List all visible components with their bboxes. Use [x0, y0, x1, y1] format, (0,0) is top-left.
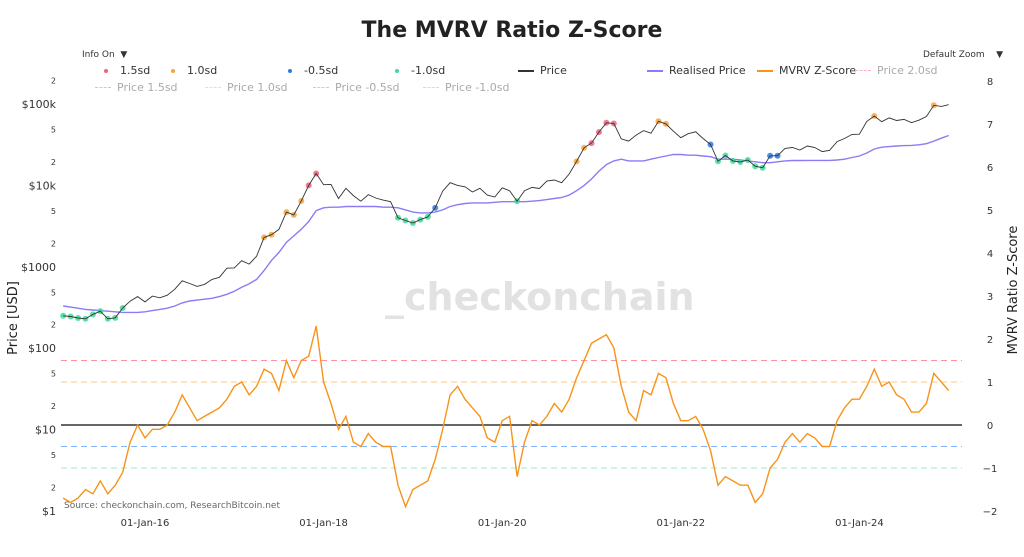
legend-item-mvrv-z-score[interactable]: MVRV Z-Score	[757, 64, 856, 77]
info-toggle-label: Info On	[82, 50, 115, 60]
right-tick-label: 7	[987, 120, 993, 131]
chart-title: The MVRV Ratio Z-Score	[361, 18, 663, 43]
left-tick-label: 2	[51, 321, 56, 330]
right-tick-label: 5	[987, 206, 993, 217]
right-tick-label: 8	[987, 77, 993, 88]
legend-swatch	[288, 68, 292, 73]
chevron-down-icon: ▼	[120, 50, 128, 60]
right-axis-title: MVRV Ratio Z-Score	[1006, 226, 1021, 355]
x-tick-label: 01-Jan-24	[835, 518, 884, 529]
legend-swatch	[171, 68, 175, 73]
mvrv-zscore-line	[62, 325, 950, 509]
left-tick-label: 2	[51, 402, 56, 411]
x-tick-label: 01-Jan-18	[299, 518, 348, 529]
legend-item-price-1-0sd[interactable]: Price 1.0sd	[205, 81, 288, 94]
left-axis-title: Price [USD]	[6, 281, 21, 355]
legend-label: Price -0.5sd	[335, 81, 400, 94]
legend-label: Price	[540, 64, 567, 77]
legend-swatch	[95, 87, 111, 88]
left-tick-label: $1	[42, 505, 56, 518]
zoom-label: Default Zoom	[923, 50, 985, 60]
left-tick-label: 2	[51, 158, 56, 167]
right-tick-label: 3	[987, 292, 993, 303]
legend-item-price[interactable]: Price	[518, 64, 567, 77]
info-toggle-dropdown[interactable]: Info On ▼	[82, 50, 127, 60]
left-tick-label: 5	[51, 370, 56, 379]
realised-price-line	[62, 134, 949, 314]
source-note: Source: checkonchain.com, ResearchBitcoi…	[64, 501, 280, 511]
left-tick-label: 2	[51, 483, 56, 492]
legend-swatch	[855, 70, 871, 71]
legend-label: 1.0sd	[187, 64, 218, 77]
legend-swatch	[647, 69, 663, 72]
legend-item--0-5sd[interactable]: -0.5sd	[282, 64, 338, 77]
left-tick-label: 5	[51, 288, 56, 297]
left-tick-label: $10k	[29, 179, 57, 192]
price-line	[63, 104, 949, 320]
legend-item-price-0-5sd[interactable]: Price -0.5sd	[313, 81, 400, 94]
left-tick-label: 5	[51, 451, 56, 460]
right-tick-label: 2	[987, 335, 993, 346]
x-tick-label: 01-Jan-16	[121, 518, 170, 529]
legend-label: Realised Price	[669, 64, 746, 77]
legend-swatch	[205, 87, 221, 88]
legend-label: -1.0sd	[411, 64, 446, 77]
legend-item-realised-price[interactable]: Realised Price	[647, 64, 746, 77]
legend-item-price-1-0sd[interactable]: Price -1.0sd	[423, 81, 510, 94]
legend-label: 1.5sd	[120, 64, 151, 77]
x-tick-label: 01-Jan-22	[656, 518, 705, 529]
right-tick-label: 0	[987, 421, 993, 432]
legend-swatch	[104, 68, 108, 73]
legend-label: -0.5sd	[304, 64, 339, 77]
legend-item-1-0sd[interactable]: 1.0sd	[165, 64, 217, 77]
right-tick-label: 1	[987, 378, 993, 389]
left-tick-label: $10	[35, 424, 56, 437]
right-tick-label: −2	[983, 507, 998, 518]
legend-item-price-2-0sd[interactable]: Price 2.0sd	[855, 64, 938, 77]
left-tick-label: $100k	[22, 98, 57, 111]
legend-label: Price 1.5sd	[117, 81, 178, 94]
left-tick-label: 2	[51, 239, 56, 248]
legend-swatch	[757, 69, 773, 72]
left-tick-label: $1000	[21, 261, 56, 274]
legend-label: Price 1.0sd	[227, 81, 288, 94]
right-tick-label: −1	[983, 464, 998, 475]
legend-swatch	[423, 87, 439, 88]
watermark: _checkonchain	[385, 275, 695, 319]
left-tick-label: 5	[51, 126, 56, 135]
legend-swatch	[395, 68, 399, 73]
left-tick-label: $100	[28, 342, 56, 355]
chevron-down-icon: ▼	[996, 50, 1004, 60]
legend-item--1-0sd[interactable]: -1.0sd	[389, 64, 445, 77]
legend-item-1-5sd[interactable]: 1.5sd	[98, 64, 150, 77]
legend-label: MVRV Z-Score	[779, 64, 857, 77]
left-tick-label: 2	[51, 76, 56, 85]
legend-label: Price -1.0sd	[445, 81, 510, 94]
legend-swatch	[518, 69, 534, 72]
legend-label: Price 2.0sd	[877, 64, 938, 77]
zoom-dropdown[interactable]: Default Zoom ▼	[923, 50, 1003, 60]
x-tick-label: 01-Jan-20	[478, 518, 527, 529]
left-tick-label: 5	[51, 207, 56, 216]
right-tick-label: 6	[987, 163, 993, 174]
right-tick-label: 4	[987, 249, 993, 260]
legend-swatch	[313, 87, 329, 88]
legend-item-price-1-5sd[interactable]: Price 1.5sd	[95, 81, 178, 94]
